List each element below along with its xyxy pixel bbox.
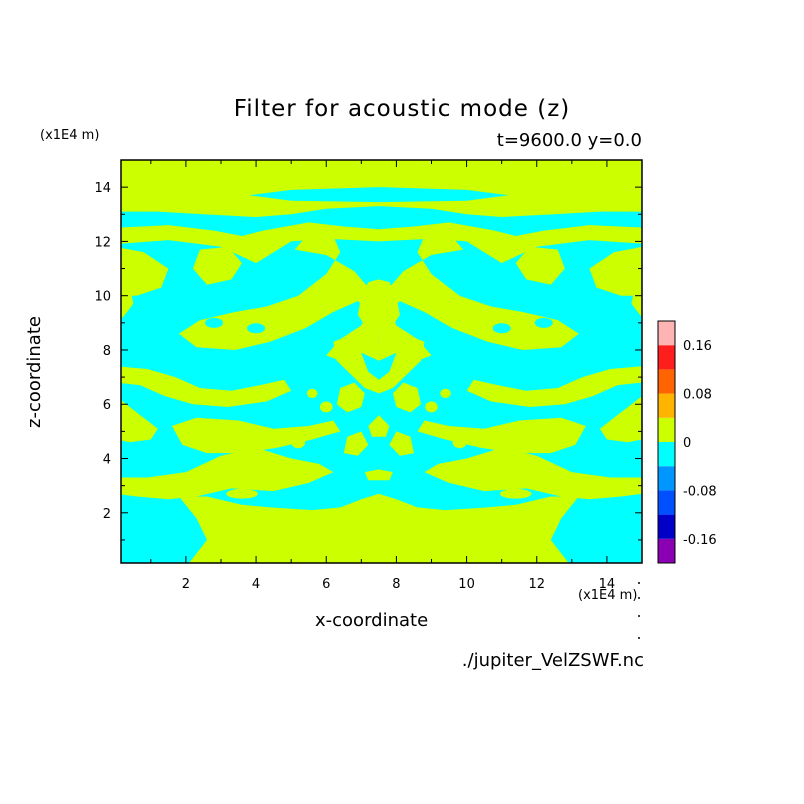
positive-blob (449, 476, 471, 485)
x-tick-label: 14 (599, 577, 616, 592)
positive-region (424, 447, 642, 500)
y-tick-label: 10 (94, 290, 111, 305)
positive-region (589, 246, 642, 296)
colorbar-tick-label: -0.08 (683, 484, 717, 499)
positive-blob (452, 436, 467, 449)
negative-region (249, 187, 509, 203)
x-tick-label: 2 (182, 577, 190, 592)
positive-region (121, 247, 169, 296)
y-axis-unit: (x1E4 m) (40, 128, 100, 143)
axes: 2 4 6 8 10 12 14 2 4 6 8 10 12 14 (94, 159, 643, 592)
y-tick-label: 14 (94, 181, 111, 196)
x-axis-label: x-coordinate (315, 610, 429, 631)
positive-region (368, 415, 390, 437)
colorbar-band (658, 417, 675, 442)
y-tick-label: 12 (94, 235, 111, 250)
y-tick-label: 8 (103, 344, 111, 359)
negative-blob (534, 317, 553, 328)
y-tick-label: 4 (103, 453, 111, 468)
positive-blob (287, 476, 309, 485)
decor-dots (638, 582, 640, 639)
colorbar-band (658, 393, 675, 418)
colorbar-band (658, 466, 675, 491)
positive-region (121, 400, 158, 443)
positive-region (392, 382, 421, 413)
positive-region (417, 417, 586, 454)
colorbar-frame (657, 320, 676, 564)
colorbar-tick-label: 0.08 (683, 388, 712, 403)
plot-frame (120, 159, 643, 564)
y-tick-label: 6 (103, 398, 111, 413)
x-axis-unit: (x1E4 m) (578, 588, 638, 603)
colorbar: -0.16 -0.08 0 0.08 0.16 (657, 320, 717, 564)
y-tick-label: 2 (103, 507, 111, 522)
positive-region (121, 447, 334, 500)
colorbar-tick-label: 0.16 (683, 339, 712, 354)
positive-region (178, 233, 379, 364)
positive-region (378, 233, 579, 364)
x-tick-label: 6 (322, 577, 330, 592)
chart-title: Filter for acoustic mode (z) (233, 96, 571, 122)
x-tick-label: 10 (458, 577, 475, 592)
colorbar-band (658, 369, 675, 394)
positive-region (121, 279, 134, 318)
colorbar-band (658, 321, 675, 346)
x-tick-label: 4 (252, 577, 260, 592)
positive-region (178, 493, 579, 563)
positive-blob (306, 388, 318, 399)
positive-blob (440, 388, 451, 399)
positive-region (389, 431, 414, 456)
negative-region (361, 352, 397, 380)
positive-region (466, 366, 642, 407)
negative-blob (247, 323, 266, 334)
positive-blob (499, 488, 532, 499)
colorbar-band (658, 490, 675, 515)
negative-blob (204, 317, 223, 328)
x-tick-label: 12 (528, 577, 545, 592)
colorbar-band (658, 538, 675, 563)
positive-region (121, 366, 292, 407)
positive-region (364, 469, 393, 481)
positive-blob (425, 401, 438, 413)
x-tick-label: 8 (392, 577, 400, 592)
positive-region (343, 431, 369, 456)
positive-region (192, 246, 242, 285)
positive-region (515, 246, 565, 285)
colorbar-band (658, 345, 675, 370)
positive-blob (319, 401, 333, 413)
colorbar-tick-label: -0.16 (683, 533, 717, 548)
colorbar-tick-label: 0 (683, 436, 691, 451)
colorbar-band (658, 442, 675, 467)
positive-regions (121, 160, 642, 563)
colorbar-band (658, 514, 675, 539)
negative-blob (492, 323, 511, 334)
positive-region (171, 417, 341, 454)
positive-region (599, 396, 642, 443)
source-file-label: ./jupiter_VelZSWF.nc (461, 650, 644, 671)
positive-blob (291, 436, 306, 449)
positive-region (121, 222, 642, 264)
positive-region (336, 382, 365, 413)
positive-blob (226, 488, 258, 499)
positive-region (631, 280, 642, 318)
positive-region (357, 279, 400, 331)
chart-subtitle: t=9600.0 y=0.0 (496, 130, 642, 151)
